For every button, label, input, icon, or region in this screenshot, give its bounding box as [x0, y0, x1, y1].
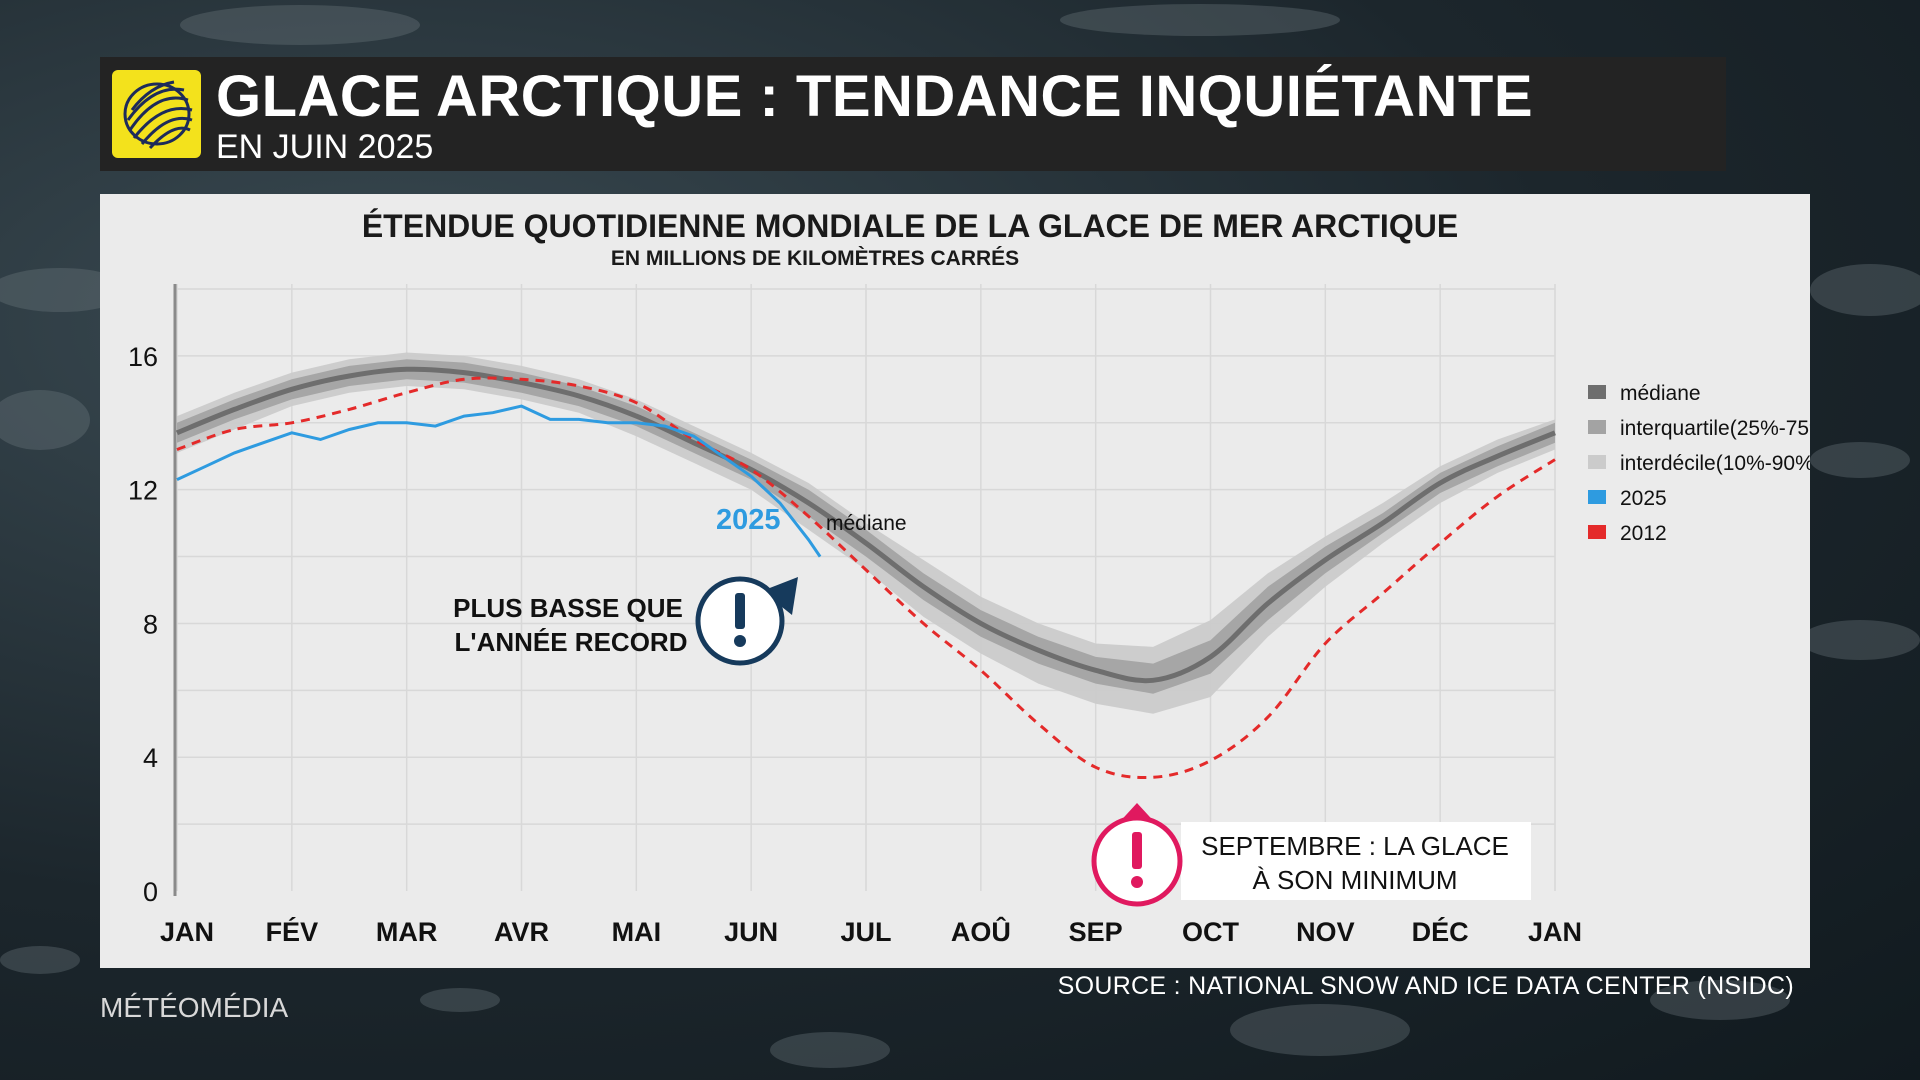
- legend-swatch: [1588, 420, 1606, 434]
- x-tick-label: FÉV: [266, 916, 319, 947]
- x-tick-label: SEP: [1069, 917, 1123, 947]
- chart-title: ÉTENDUE QUOTIDIENNE MONDIALE DE LA GLACE…: [362, 208, 1458, 244]
- x-tick-label: JAN: [1528, 917, 1582, 947]
- series-2025-line: [176, 404, 822, 558]
- sea-ice-chart: ÉTENDUE QUOTIDIENNE MONDIALE DE LA GLACE…: [128, 208, 1810, 947]
- x-tick-label: JUL: [840, 917, 891, 947]
- series-2025-label: 2025: [716, 504, 781, 536]
- header-bar: GLACE ARCTIQUE : TENDANCE INQUIÉTANTE EN…: [100, 57, 1726, 171]
- annotation-record-exclamation-icon: [735, 593, 745, 629]
- legend-label: 2025: [1620, 487, 1667, 510]
- x-tick-label: OCT: [1182, 917, 1240, 947]
- page-title: GLACE ARCTIQUE : TENDANCE INQUIÉTANTE: [216, 64, 1534, 129]
- legend-swatch: [1588, 525, 1606, 539]
- x-tick-label: JAN: [160, 917, 214, 947]
- brand-name: MÉTÉOMÉDIA: [100, 992, 289, 1023]
- logo-globe-icon: [112, 70, 201, 158]
- x-tick-label: JUN: [724, 917, 778, 947]
- annotation-record-pointer: [762, 577, 798, 615]
- annotation-minimum-exclamation-icon: [1132, 832, 1142, 869]
- legend-label: interdécile(10%-90%): [1620, 452, 1810, 475]
- legend-swatch: [1588, 455, 1606, 469]
- source-credit: SOURCE : NATIONAL SNOW AND ICE DATA CENT…: [1057, 972, 1794, 1000]
- y-tick-label: 16: [128, 342, 158, 372]
- x-tick-label: AOÛ: [951, 916, 1011, 947]
- y-tick-label: 4: [143, 743, 158, 773]
- legend-label: médiane: [1620, 382, 1701, 405]
- x-tick-label: MAI: [612, 917, 662, 947]
- annotation-minimum-text: À SON MINIMUM: [1252, 865, 1457, 895]
- legend-swatch: [1588, 385, 1606, 399]
- annotation-minimum-exclamation-icon: [1131, 876, 1143, 888]
- legend-label: 2012: [1620, 522, 1667, 545]
- annotation-minimum-text: SEPTEMBRE : LA GLACE: [1201, 831, 1509, 861]
- series-2012-line: [176, 376, 1556, 780]
- page-subtitle: EN JUIN 2025: [216, 128, 434, 166]
- chart-subtitle: EN MILLIONS DE KILOMÈTRES CARRÉS: [611, 247, 1019, 270]
- series-median-label: médiane: [826, 512, 907, 535]
- annotation-record-text: PLUS BASSE QUE: [453, 593, 683, 623]
- y-tick-label: 8: [143, 609, 158, 639]
- series-median-line: [176, 366, 1556, 684]
- y-tick-label: 12: [128, 476, 158, 506]
- x-tick-label: DÉC: [1412, 916, 1469, 947]
- annotation-minimum-box: [1181, 822, 1531, 900]
- x-tick-label: AVR: [494, 917, 549, 947]
- y-tick-label: 0: [143, 877, 158, 907]
- annotation-record-exclamation-icon: [734, 635, 746, 647]
- chart-panel: ÉTENDUE QUOTIDIENNE MONDIALE DE LA GLACE…: [100, 194, 1810, 968]
- x-tick-label: MAR: [376, 917, 438, 947]
- annotation-record-text: L'ANNÉE RECORD: [455, 627, 688, 657]
- series-interquartile-band: [177, 359, 1555, 694]
- legend-swatch: [1588, 490, 1606, 504]
- legend-label: interquartile(25%-75%): [1620, 417, 1810, 440]
- x-tick-label: NOV: [1296, 917, 1355, 947]
